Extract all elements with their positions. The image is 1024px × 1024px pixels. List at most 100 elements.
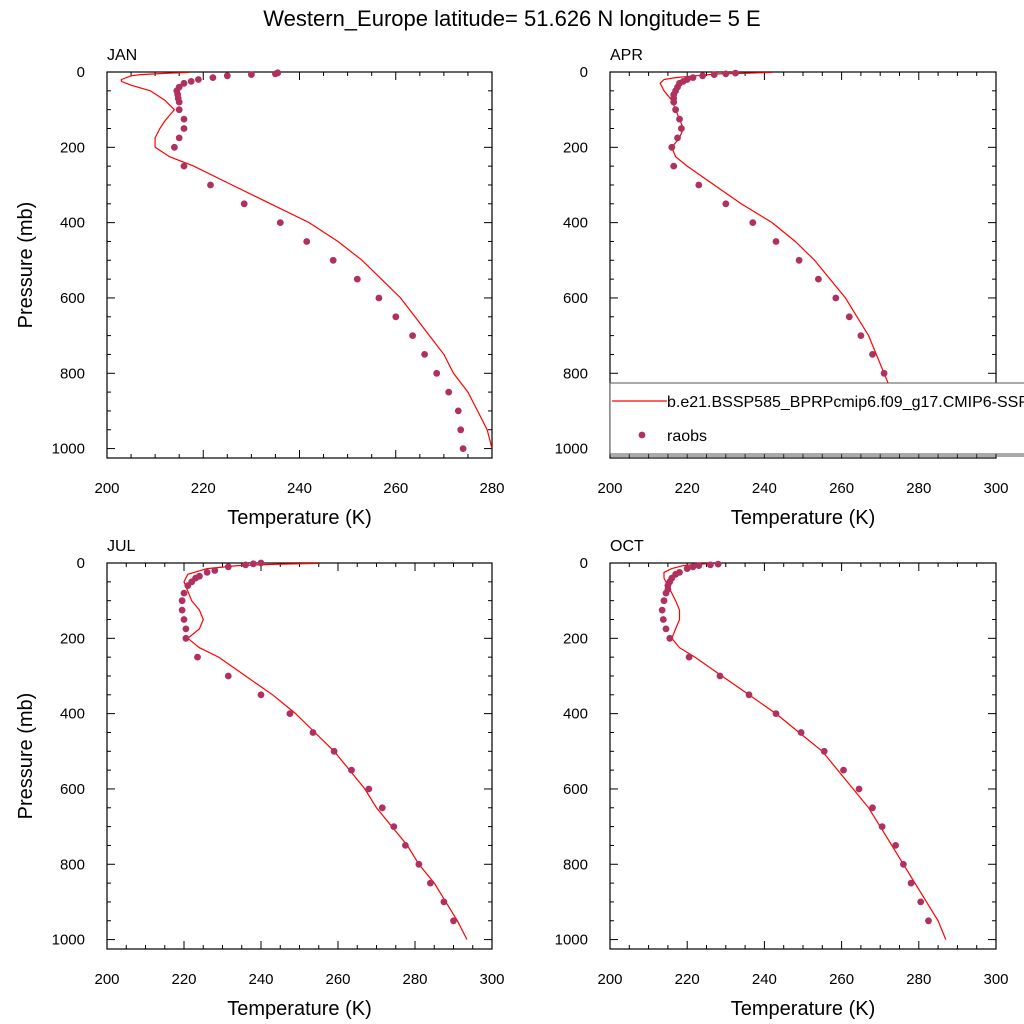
model-profile-line [659,72,939,450]
raobs-point [457,426,465,434]
raobs-point [175,106,183,114]
x-tick-label: 220 [675,480,700,497]
raobs-point [309,729,317,736]
legend-marker-swatch [638,431,646,439]
raobs-point [348,766,355,774]
raobs-point [900,860,907,868]
raobs-point [427,879,434,887]
panel-title: APR [610,47,643,64]
raobs-point [402,842,409,849]
x-axis-label: Temperature (K) [731,507,876,529]
raobs-point [180,589,188,597]
y-tick-label: 0 [77,555,85,572]
raobs-point [184,582,192,589]
raobs-point [353,275,361,283]
raobs-point [658,606,666,614]
raobs-point [207,181,214,189]
y-tick-label: 400 [563,215,588,232]
raobs-point [257,559,265,567]
raobs-point [224,672,232,680]
raobs-point [797,729,805,736]
y-tick-label: 600 [60,290,85,307]
model-profile-line [120,72,492,449]
x-tick-label: 260 [829,971,854,988]
raobs-point [392,313,400,321]
x-tick-label: 280 [906,480,931,497]
raobs-point [832,294,840,302]
raobs-point [815,275,822,283]
y-tick-label: 800 [563,365,588,382]
y-tick-label: 1000 [555,932,588,949]
y-tick-label: 600 [563,290,588,307]
x-tick-label: 260 [325,971,350,988]
plot-frame [106,562,493,950]
raobs-point [433,369,441,377]
raobs-point [365,785,373,793]
raobs-point [303,238,311,245]
raobs-point [907,879,915,887]
raobs-point [917,898,925,906]
x-tick-label: 300 [983,480,1008,497]
x-tick-label: 200 [94,480,119,497]
raobs-point [223,72,231,80]
raobs-point [209,74,217,81]
raobs-point [180,115,188,123]
raobs-point [732,69,739,77]
y-tick-label: 800 [60,365,85,382]
raobs-point [722,70,730,78]
raobs-point [375,294,383,302]
raobs-point [695,562,703,569]
model-profile-line [663,563,947,940]
raobs-point [180,162,188,170]
raobs-point [180,79,188,87]
raobs-point [749,219,757,227]
raobs-point [194,653,201,661]
x-axis-label: Temperature (K) [731,998,876,1020]
y-tick-label: 1000 [52,932,85,949]
legend-label-model: b.e21.BSSP585_BPRPcmip6.f09_g17.CMIP6-SS… [667,394,1024,411]
panel-apr: APR 200 220 240 260 280 300 0 200 400 600 800 1000 Te… [555,47,1009,529]
y-tick-label: 600 [563,781,588,798]
raobs-point [685,653,693,661]
raobs-point [440,898,448,906]
raobs-point [795,256,803,264]
raobs-point [240,200,248,208]
raobs-point [286,710,294,717]
raobs-point [714,560,722,568]
raobs-point [772,238,780,245]
y-tick-label: 600 [60,781,85,798]
legend-label-raobs: raobs [667,428,707,445]
raobs-point [450,917,457,925]
x-tick-label: 220 [191,480,216,497]
x-tick-label: 220 [171,971,196,988]
y-tick-label: 800 [60,856,85,873]
x-tick-label: 260 [829,480,854,497]
raobs-point [869,804,876,812]
legend-box [609,382,1024,455]
raobs-point [820,747,828,755]
x-tick-label: 240 [287,480,312,497]
model-profile-line [183,563,468,940]
raobs-point [745,691,753,699]
y-tick-label: 0 [580,555,588,572]
raobs-point [699,72,706,80]
raobs-point [689,74,697,81]
raobs-point [175,98,183,106]
raobs-point [678,125,685,132]
x-tick-label: 240 [752,971,777,988]
raobs-point [272,70,279,78]
raobs-point [668,143,676,151]
raobs-point [772,710,780,717]
raobs-point [445,388,453,396]
raobs-point [180,125,188,132]
x-tick-label: 280 [479,480,504,497]
y-tick-label: 400 [563,706,588,723]
y-tick-label: 1000 [555,441,588,458]
x-tick-label: 200 [597,971,622,988]
y-tick-label: 200 [563,139,588,156]
raobs-point [855,785,863,793]
raobs-point [925,917,932,925]
x-axis-label: Temperature (K) [227,998,372,1020]
y-tick-label: 200 [60,139,85,156]
